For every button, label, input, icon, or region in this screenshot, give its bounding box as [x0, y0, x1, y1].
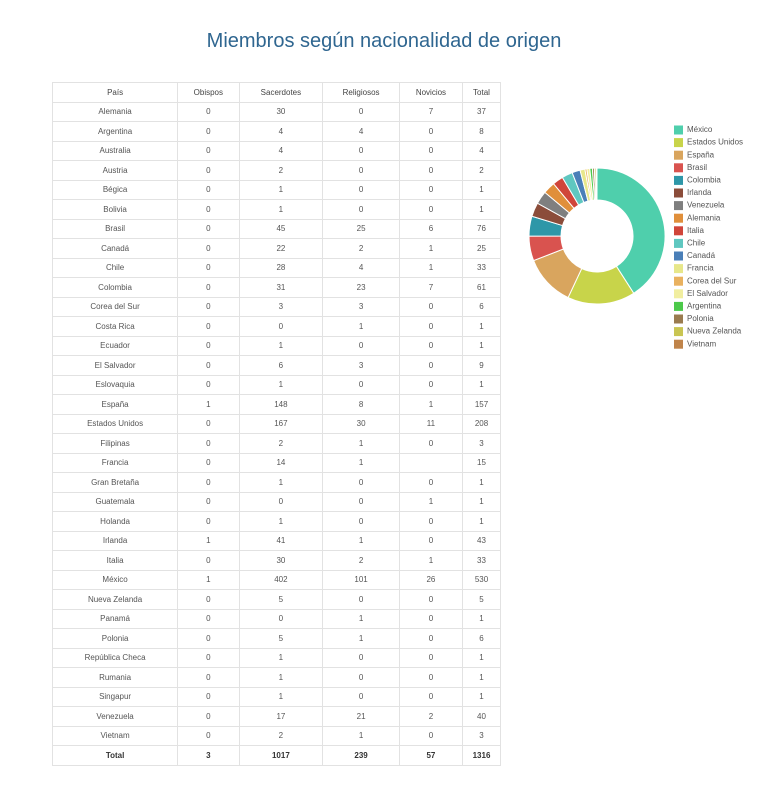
table-cell: 1316 [461, 745, 502, 766]
legend-label: Canadá [687, 251, 716, 260]
table-row: México 1 402 101 26 530 [51, 569, 502, 590]
legend-swatch [674, 339, 683, 349]
legend-swatch [674, 276, 683, 286]
legend-swatch [674, 201, 683, 211]
legend-label: Vietnam [687, 339, 717, 348]
legend-swatch [674, 251, 683, 261]
legend-label: Brasil [687, 163, 707, 172]
table-cell: 0 [398, 160, 463, 181]
donut-slice [596, 167, 666, 294]
table-cell: 157 [461, 394, 502, 415]
legend-label: Colombia [687, 176, 721, 185]
page-title: Miembros según nacionalidad de origen [206, 30, 562, 52]
table-cell: 0 [177, 140, 240, 161]
table-cell: Total [51, 745, 179, 766]
table-cell: 1 [461, 667, 502, 688]
table-cell: 5 [461, 589, 502, 610]
table-cell: 3 [177, 745, 240, 766]
table-row: Chile 0 28 4 1 33 [51, 257, 502, 278]
legend-swatch [674, 314, 683, 324]
table-cell: 1 [398, 238, 463, 259]
legend-swatch [674, 188, 683, 198]
table-cell: 0 [238, 608, 324, 629]
legend-swatch [674, 301, 683, 311]
table-cell: 0 [177, 374, 240, 395]
legend-swatch [674, 226, 683, 236]
table-row: Austria 0 2 0 0 2 [51, 160, 502, 181]
legend-swatch [674, 238, 683, 248]
legend-swatch [674, 289, 683, 299]
legend-label: Venezuela [687, 201, 725, 210]
table-row: Alemania 0 30 0 7 37 [51, 101, 502, 122]
legend-label: México [687, 125, 713, 134]
legend-swatch [674, 213, 683, 223]
table-cell: 30 [238, 101, 324, 122]
table-row: República Checa 0 1 0 0 1 [51, 647, 502, 668]
legend-swatch [674, 125, 683, 135]
table-row: Ecuador 0 1 0 0 1 [51, 335, 502, 356]
members-table: País Obispos Sacerdotes Religiosos Novicios T… [51, 82, 502, 766]
table-cell: 57 [398, 745, 463, 766]
legend-label: Francia [687, 264, 714, 273]
legend-label: El Salvador [687, 289, 728, 298]
table-row: Brasil 0 45 25 6 76 [51, 218, 502, 239]
table-row: Total 3 1017 239 57 1316 [51, 745, 502, 766]
table-row: Gran Bretaña 0 1 0 0 1 [51, 472, 502, 493]
legend-swatch [674, 138, 683, 148]
table-cell: 1 [398, 550, 463, 571]
table-cell: 1 [461, 374, 502, 395]
legend-label: Alemania [687, 213, 721, 222]
legend-swatch [674, 175, 683, 185]
legend-label: España [687, 150, 715, 159]
table-row: Australia 0 4 0 0 4 [51, 140, 502, 161]
table-row: Filipinas 0 2 1 0 3 [51, 433, 502, 454]
table-row: Vietnam 0 2 1 0 3 [51, 725, 502, 746]
table-row: Argentina 0 4 4 0 8 [51, 121, 502, 142]
legend-label: Italia [687, 226, 704, 235]
legend-swatch [674, 327, 683, 337]
legend-swatch [674, 150, 683, 160]
legend-label: Chile [687, 239, 706, 248]
legend-swatch [674, 264, 683, 274]
table-row: El Salvador 0 6 3 0 9 [51, 355, 502, 376]
table-row: Guatemala 0 0 0 1 1 [51, 491, 502, 512]
legend-label: Corea del Sur [687, 276, 737, 285]
legend-label: Argentina [687, 302, 722, 311]
legend-label: Polonia [687, 314, 714, 323]
table-cell: 1017 [238, 745, 324, 766]
table-cell: 239 [322, 745, 400, 766]
table-cell: 0 [177, 491, 240, 512]
table-row: Panamá 0 0 1 0 1 [51, 608, 502, 629]
legend-label: Estados Unidos [687, 138, 743, 147]
donut-slice [595, 167, 598, 201]
table-row: Rumania 0 1 0 0 1 [51, 667, 502, 688]
table-row: Colombia 0 31 23 7 61 [51, 277, 502, 298]
table-row: Italia 0 30 2 1 33 [51, 550, 502, 571]
table-cell: 0 [177, 433, 240, 454]
table-row: Venezuela 0 17 21 2 40 [51, 706, 502, 727]
table-row: Singapur 0 1 0 0 1 [51, 686, 502, 707]
table-row: Nueva Zelanda 0 5 0 0 5 [51, 589, 502, 610]
table-row: Francia 0 14 1 15 [51, 452, 502, 473]
legend-label: Irlanda [687, 188, 712, 197]
legend-swatch [674, 163, 683, 173]
legend-label: Nueva Zelanda [687, 327, 742, 336]
table-row: Eslovaquia 0 1 0 0 1 [51, 374, 502, 395]
